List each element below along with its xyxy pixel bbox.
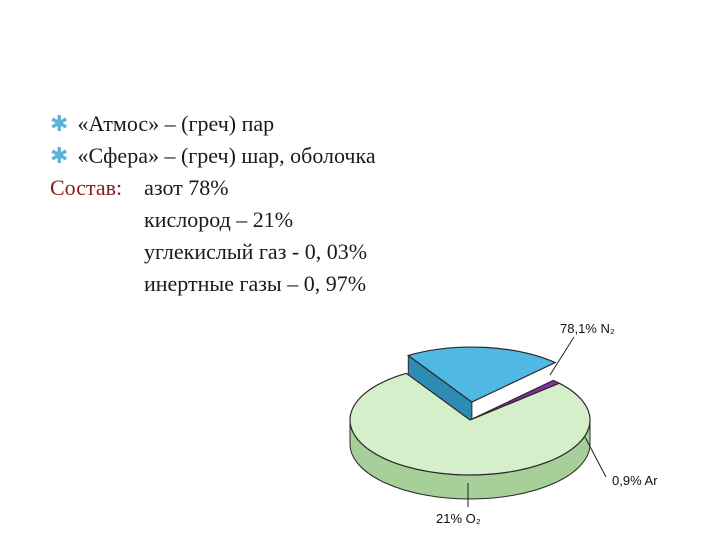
label-o2: 21% O₂ [436, 511, 481, 526]
composition-label: Состав: [50, 172, 122, 204]
bullet-line-1: ✱ «Атмос» – (греч) пар [50, 108, 376, 140]
pie-svg [300, 325, 680, 525]
atmosphere-pie-chart: 78,1% N₂ 21% O₂ 0,9% Ar [300, 325, 680, 525]
bullet-icon: ✱ [50, 140, 72, 172]
bullet-icon: ✱ [50, 108, 72, 140]
comp-line-inert: инертные газы – 0, 97% [144, 268, 367, 300]
definition-block: ✱ «Атмос» – (греч) пар ✱ «Сфера» – (греч… [50, 108, 376, 204]
comp-line-o2: кислород – 21% [144, 204, 367, 236]
comp-line-co2: углекислый газ - 0, 03% [144, 236, 367, 268]
composition-first: азот 78% [144, 175, 228, 200]
bullet-text-1: «Атмос» – (греч) пар [78, 111, 275, 136]
bullet-text-2: «Сфера» – (греч) шар, оболочка [78, 143, 376, 168]
composition-rest: кислород – 21% углекислый газ - 0, 03% и… [144, 204, 367, 300]
bullet-line-2: ✱ «Сфера» – (греч) шар, оболочка [50, 140, 376, 172]
label-n2: 78,1% N₂ [560, 321, 615, 336]
composition-first-line: Состав: азот 78% [50, 172, 376, 204]
label-ar: 0,9% Ar [612, 473, 658, 488]
